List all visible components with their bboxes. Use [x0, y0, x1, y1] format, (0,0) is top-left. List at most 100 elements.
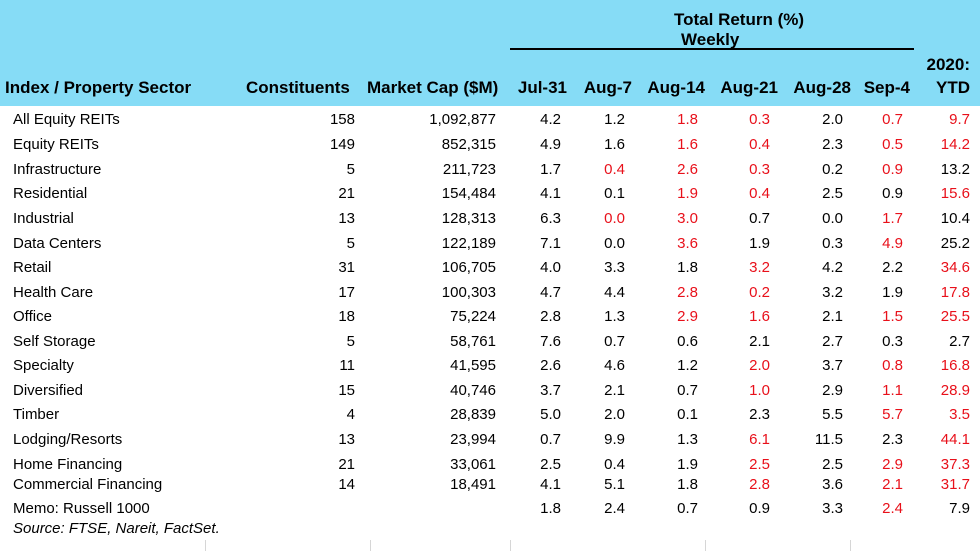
col-header-week: Jul-31 — [517, 78, 567, 97]
weekly-return-value: 1.6 — [749, 308, 770, 325]
market-cap-value: 58,761 — [450, 333, 496, 350]
market-cap-value: 28,839 — [450, 406, 496, 423]
weekly-return-value: 2.5 — [749, 456, 770, 473]
table-row: Home Financing 21 33,061 2.5 0.4 1.9 2.5 2.5 2.9… — [0, 455, 980, 479]
weekly-return-value: 1.2 — [604, 111, 625, 128]
weekly-return-value: 1.6 — [604, 136, 625, 153]
constituents-value: 21 — [338, 456, 355, 473]
table-row: Health Care 17 100,303 4.7 4.4 2.8 0.2 3.2 1.9 17… — [0, 283, 980, 307]
weekly-return-value: 0.0 — [604, 210, 625, 227]
sector-name: Equity REITs — [13, 136, 99, 153]
table-row: Equity REITs 149 852,315 4.9 1.6 1.6 0.4 2.3 0.5… — [0, 135, 980, 159]
ytd-return-value: 13.2 — [940, 161, 970, 178]
ytd-return-value: 15.6 — [940, 185, 970, 202]
ytd-return-value: 44.1 — [940, 431, 970, 448]
weekly-return-value: 1.8 — [677, 476, 698, 493]
sector-name: Specialty — [13, 357, 74, 374]
table-row: Commercial Financing 14 18,491 4.1 5.1 1.8 2.8… — [0, 475, 980, 499]
weekly-return-value: 0.0 — [604, 235, 625, 252]
weekly-return-value: 1.3 — [604, 308, 625, 325]
sector-name: Self Storage — [13, 333, 96, 350]
ytd-return-value: 2.7 — [949, 333, 970, 350]
weekly-return-value: 0.1 — [604, 185, 625, 202]
sector-name: Infrastructure — [13, 161, 102, 178]
sector-name: Retail — [13, 259, 52, 276]
weekly-return-value: 0.9 — [749, 500, 770, 517]
ytd-return-value: 28.9 — [940, 382, 970, 399]
sector-name: All Equity REITs — [13, 111, 120, 128]
weekly-return-value: 0.4 — [749, 185, 770, 202]
weekly-return-value: 2.6 — [540, 357, 561, 374]
table-row: Diversified 15 40,746 3.7 2.1 0.7 1.0 2.9 1.1 28.… — [0, 381, 980, 405]
constituents-value: 14 — [338, 476, 355, 493]
weekly-return-value: 2.6 — [677, 161, 698, 178]
table-row: Residential 21 154,484 4.1 0.1 1.9 0.4 2.5 0.9 15… — [0, 184, 980, 208]
market-cap-value: 122,189 — [441, 235, 496, 252]
weekly-return-value: 1.6 — [677, 136, 698, 153]
ytd-return-value: 9.7 — [949, 111, 970, 128]
market-cap-value: 106,705 — [441, 259, 496, 276]
weekly-return-value: 1.9 — [677, 185, 698, 202]
weekly-return-value: 2.4 — [604, 500, 625, 517]
weekly-return-value: 1.2 — [677, 357, 698, 374]
weekly-return-value: 6.1 — [749, 431, 770, 448]
table-row: Self Storage 5 58,761 7.6 0.7 0.6 2.1 2.7 0.3 2.7 — [0, 332, 980, 356]
table-row: Timber 4 28,839 5.0 2.0 0.1 2.3 5.5 5.7 3.5 — [0, 405, 980, 429]
table-header: Total Return (%) Weekly Index / Property… — [0, 0, 980, 106]
weekly-return-value: 1.9 — [749, 235, 770, 252]
col-header-week: Aug-28 — [793, 78, 851, 97]
weekly-return-value: 4.6 — [604, 357, 625, 374]
weekly-return-value: 0.3 — [749, 161, 770, 178]
weekly-return-value: 0.7 — [882, 111, 903, 128]
market-cap-value: 100,303 — [441, 284, 496, 301]
weekly-return-value: 0.3 — [822, 235, 843, 252]
col-header-sector: Index / Property Sector — [5, 78, 192, 97]
weekly-return-value: 3.7 — [540, 382, 561, 399]
weekly-return-value: 5.0 — [540, 406, 561, 423]
ytd-return-value: 17.8 — [940, 284, 970, 301]
weekly-return-value: 3.0 — [677, 210, 698, 227]
market-cap-value: 128,313 — [441, 210, 496, 227]
col-header-week: Sep-4 — [863, 78, 910, 97]
sector-name: Timber — [13, 406, 60, 423]
ytd-return-value: 16.8 — [940, 357, 970, 374]
sector-name: Memo: Russell 1000 — [13, 500, 150, 517]
weekly-return-value: 4.1 — [540, 185, 561, 202]
weekly-return-value: 7.6 — [540, 333, 561, 350]
weekly-return-value: 0.4 — [604, 456, 625, 473]
weekly-return-value: 2.1 — [749, 333, 770, 350]
weekly-return-value: 3.6 — [822, 476, 843, 493]
constituents-value: 5 — [346, 161, 355, 178]
weekly-return-value: 4.4 — [604, 284, 625, 301]
sector-name: Commercial Financing — [13, 476, 163, 493]
weekly-return-value: 0.4 — [749, 136, 770, 153]
column-divider — [510, 540, 511, 551]
sector-name: Industrial — [13, 210, 74, 227]
weekly-return-value: 0.2 — [822, 161, 843, 178]
weekly-return-value: 4.0 — [540, 259, 561, 276]
weekly-return-value: 0.0 — [822, 210, 843, 227]
weekly-return-value: 4.7 — [540, 284, 561, 301]
constituents-value: 5 — [346, 333, 355, 350]
market-cap-value: 852,315 — [441, 136, 496, 153]
weekly-return-value: 2.5 — [822, 456, 843, 473]
constituents-value: 17 — [338, 284, 355, 301]
weekly-return-value: 2.3 — [882, 431, 903, 448]
ytd-return-value: 3.5 — [949, 406, 970, 423]
weekly-return-value: 2.3 — [822, 136, 843, 153]
column-divider — [370, 540, 371, 551]
weekly-return-value: 3.7 — [822, 357, 843, 374]
weekly-return-value: 0.7 — [677, 382, 698, 399]
weekly-return-value: 3.3 — [822, 500, 843, 517]
table-row: Industrial 13 128,313 6.3 0.0 3.0 0.7 0.0 1.7 10.… — [0, 209, 980, 233]
market-cap-value: 18,491 — [450, 476, 496, 493]
ytd-return-value: 7.9 — [949, 500, 970, 517]
weekly-return-value: 2.1 — [604, 382, 625, 399]
weekly-return-value: 0.1 — [677, 406, 698, 423]
weekly-return-value: 6.3 — [540, 210, 561, 227]
table-row: Lodging/Resorts 13 23,994 0.7 9.9 1.3 6.1 11.5 2… — [0, 430, 980, 454]
col-header-week: Aug-7 — [583, 78, 632, 97]
ytd-return-value: 34.6 — [940, 259, 970, 276]
weekly-return-value: 2.9 — [677, 308, 698, 325]
table-row: Data Centers 5 122,189 7.1 0.0 3.6 1.9 0.3 4.9 25… — [0, 234, 980, 258]
